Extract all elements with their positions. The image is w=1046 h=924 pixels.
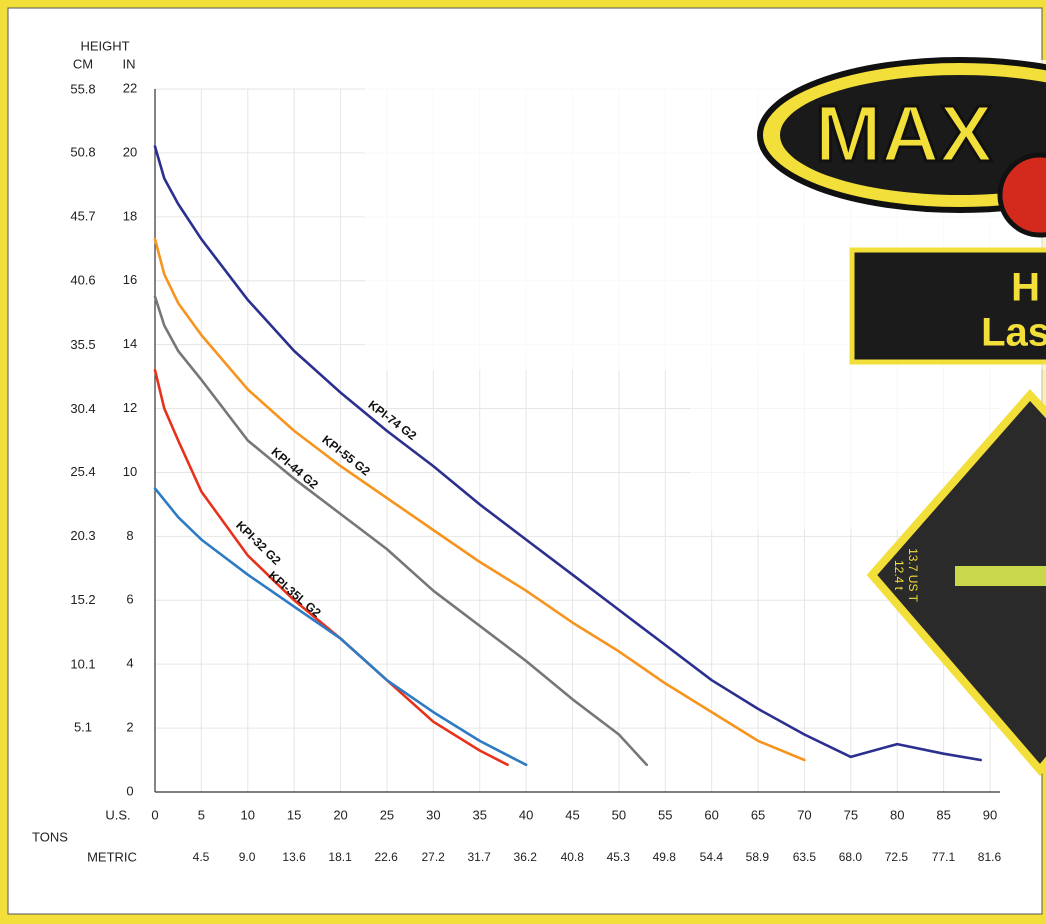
x2-tick-label: 68.0 (839, 850, 863, 864)
x2-tick-label: 31.7 (468, 850, 492, 864)
x-tick-label: 0 (151, 807, 158, 822)
x-tick-label: 50 (612, 807, 626, 822)
y2-tick-label: 5.1 (74, 719, 92, 734)
logo-inner (780, 75, 1046, 195)
badge-text: 12.4 t (892, 560, 906, 591)
x-tick-label: 25 (380, 807, 394, 822)
x-tick-label: 30 (426, 807, 440, 822)
x-tick-label: 55 (658, 807, 672, 822)
y2-tick-label: 45.7 (70, 209, 95, 224)
series-line (153, 368, 509, 767)
y-tick-label: 8 (126, 528, 133, 543)
y-tick-label: 16 (123, 272, 137, 287)
banner: H Las (849, 247, 1046, 365)
x-axis-label: U.S. (105, 807, 130, 822)
banner-line: Las (981, 311, 1046, 355)
y2-tick-label: 40.6 (70, 273, 95, 288)
series-line (153, 487, 528, 767)
y-axis-label: IN (123, 56, 136, 71)
banner-box (849, 247, 1046, 365)
x-tick-label: 20 (333, 807, 347, 822)
x2-tick-label: 72.5 (885, 850, 909, 864)
x-tick-label: 45 (565, 807, 579, 822)
logo-text: MAX (815, 89, 993, 178)
x-tick-label: 15 (287, 807, 301, 822)
y-tick-label: 12 (123, 400, 137, 415)
series-line (153, 145, 982, 762)
x-tick-label: 80 (890, 807, 904, 822)
banner-line: H (1011, 266, 1040, 310)
y-tick-label: 18 (123, 208, 137, 223)
x2-tick-label: 9.0 (239, 850, 256, 864)
y2-tick-label: 20.3 (70, 528, 95, 543)
y-tick-label: 0 (126, 783, 133, 798)
x2-tick-label: 81.6 (978, 850, 1002, 864)
x-tick-label: 35 (472, 807, 486, 822)
y-tick-label: 2 (126, 720, 133, 735)
x2-tick-label: 13.6 (282, 850, 306, 864)
y2-tick-label: 25.4 (70, 464, 95, 479)
y-tick-label: 10 (123, 464, 137, 479)
x-tick-label: 85 (936, 807, 950, 822)
x2-tick-label: 45.3 (607, 850, 631, 864)
x2-tick-label: 49.8 (653, 850, 677, 864)
x-tick-label: 90 (983, 807, 997, 822)
logo-circle (997, 152, 1046, 238)
x-tick-label: 5 (198, 807, 205, 822)
x-tick-label: 70 (797, 807, 811, 822)
y2-tick-label: 35.5 (70, 337, 95, 352)
x2-tick-label: 63.5 (793, 850, 817, 864)
y-header: HEIGHT (80, 38, 129, 53)
x2-tick-label: 77.1 (932, 850, 956, 864)
x-group-label: TONS (32, 829, 68, 844)
y-tick-label: 6 (126, 592, 133, 607)
y2-tick-label: 30.4 (70, 401, 95, 416)
x2-tick-label: 36.2 (514, 850, 538, 864)
x2-tick-label: 4.5 (193, 850, 210, 864)
series-line (153, 295, 648, 767)
y-tick-label: 14 (123, 336, 137, 351)
badge-text: 13.7 US T (906, 548, 920, 602)
badge-bar (955, 566, 1046, 586)
y2-tick-label: 50.8 (70, 144, 95, 159)
x-tick-label: 60 (704, 807, 718, 822)
y2-tick-label: 15.2 (70, 592, 95, 607)
badge: 13.7 US T 12.4 t (866, 389, 1046, 777)
x2-tick-label: 18.1 (328, 850, 352, 864)
y2-tick-label: 55.8 (70, 81, 95, 96)
x2-tick-label: 22.6 (374, 850, 398, 864)
y-tick-label: 4 (126, 656, 133, 671)
x2-axis-label: METRIC (87, 849, 137, 864)
x2-tick-label: 40.8 (561, 850, 585, 864)
y2-axis-label: CM (73, 56, 93, 71)
logo: MAX (757, 57, 1046, 238)
x-tick-label: 40 (519, 807, 533, 822)
series-line (153, 237, 806, 762)
x-tick-label: 65 (751, 807, 765, 822)
y2-tick-label: 10.1 (70, 656, 95, 671)
x-tick-label: 10 (241, 807, 255, 822)
x2-tick-label: 58.9 (746, 850, 770, 864)
x2-tick-label: 27.2 (421, 850, 445, 864)
x-tick-label: 75 (844, 807, 858, 822)
y-tick-label: 22 (123, 80, 137, 95)
y-tick-label: 20 (123, 144, 137, 159)
x2-tick-label: 54.4 (700, 850, 724, 864)
